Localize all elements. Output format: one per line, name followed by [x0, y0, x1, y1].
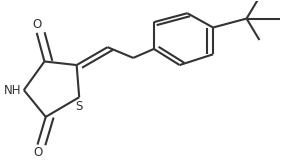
Text: NH: NH: [3, 84, 21, 97]
Text: S: S: [76, 100, 83, 113]
Text: O: O: [33, 146, 42, 159]
Text: O: O: [32, 18, 41, 31]
